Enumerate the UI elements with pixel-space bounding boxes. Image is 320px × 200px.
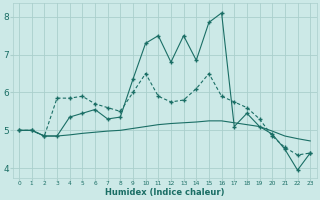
X-axis label: Humidex (Indice chaleur): Humidex (Indice chaleur) xyxy=(105,188,224,197)
